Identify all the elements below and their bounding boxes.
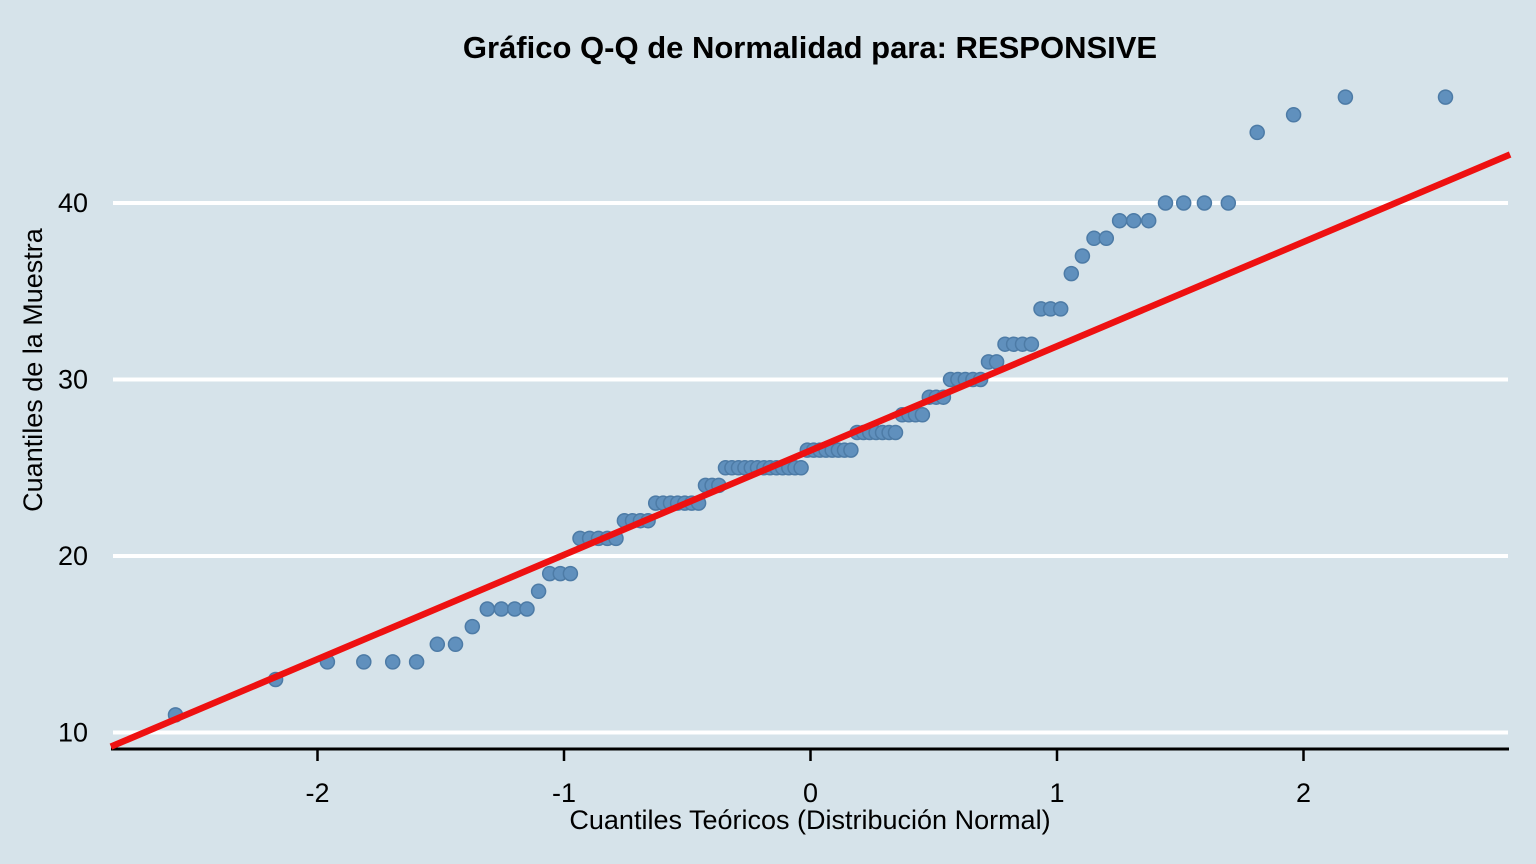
reference-line-layer	[109, 151, 1512, 750]
y-tick-label: 30	[58, 365, 88, 395]
x-tick-label: 1	[1049, 778, 1064, 808]
data-point	[562, 565, 579, 582]
data-point	[1140, 212, 1157, 229]
x-tick-label: 0	[803, 778, 818, 808]
data-point	[1285, 107, 1302, 123]
data-point	[1157, 195, 1174, 211]
data-point	[914, 407, 931, 423]
y-axis-label: Cuantiles de la Muestra	[18, 227, 48, 512]
data-point	[1052, 301, 1069, 317]
data-point	[1111, 212, 1128, 229]
chart-title: Gráfico Q-Q de Normalidad para: RESPONSI…	[463, 30, 1157, 65]
data-point	[1337, 89, 1354, 105]
x-axis-label: Cuantiles Teóricos (Distribución Normal)	[569, 805, 1050, 835]
data-point	[408, 654, 425, 670]
data-point	[447, 636, 464, 653]
data-point	[1175, 195, 1192, 211]
data-point	[1063, 265, 1080, 282]
data-point	[1074, 248, 1091, 264]
axis-layer: -2 -1 0 1 2	[111, 747, 1509, 808]
data-point	[1437, 89, 1454, 105]
data-point	[1249, 124, 1265, 141]
data-point	[1125, 212, 1142, 229]
x-tick-label: 2	[1296, 778, 1311, 808]
data-point	[1098, 230, 1115, 247]
x-tick-label: -1	[552, 778, 576, 808]
gridlines-layer: 10 20 30 40	[58, 188, 1508, 748]
qq-reference-line	[109, 151, 1512, 750]
y-tick-label: 40	[58, 188, 88, 218]
x-tick-label: -2	[305, 778, 329, 808]
y-tick-label: 10	[58, 718, 88, 748]
data-point	[1196, 195, 1213, 211]
data-point	[429, 636, 446, 653]
data-point	[464, 618, 481, 635]
data-point	[530, 583, 547, 600]
data-point	[519, 601, 535, 617]
data-point	[356, 654, 372, 670]
data-point	[793, 460, 809, 476]
data-point	[1023, 336, 1040, 352]
data-points-layer	[167, 89, 1454, 723]
data-point	[887, 424, 904, 441]
data-point	[479, 601, 496, 617]
data-point	[384, 654, 401, 670]
data-point	[843, 442, 859, 458]
data-point	[493, 601, 510, 617]
data-point	[1220, 195, 1237, 211]
y-tick-label: 20	[58, 541, 88, 571]
